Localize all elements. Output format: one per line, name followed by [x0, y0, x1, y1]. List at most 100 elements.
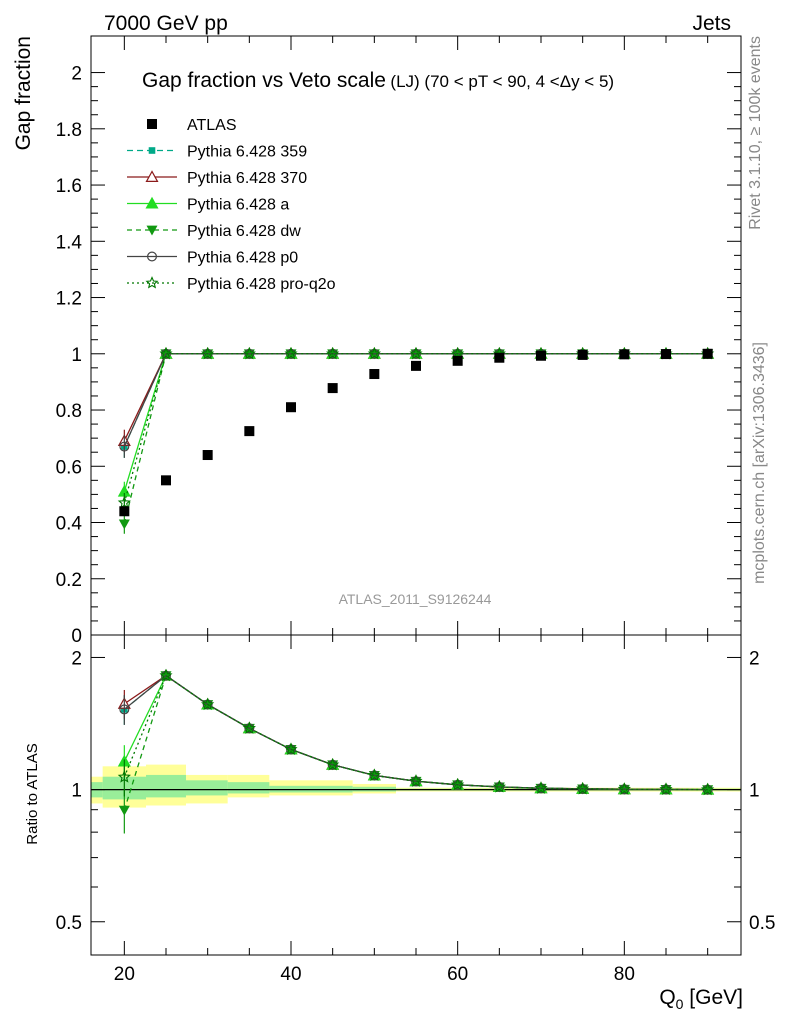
data-point	[577, 349, 588, 360]
ratio-point	[159, 668, 173, 682]
x-axis-label: Q0 [GeV]	[659, 986, 743, 1012]
data-point	[161, 475, 171, 486]
data-point	[452, 355, 463, 366]
legend-label: Pythia 6.428 a	[187, 197, 289, 214]
data-point	[536, 350, 546, 361]
ratio-tick-label-right: 1	[749, 781, 760, 802]
legend-label: ATLAS	[187, 117, 237, 134]
series-line	[123, 353, 708, 492]
data-point	[244, 426, 255, 437]
legend-marker	[147, 119, 157, 129]
ratio-band-green	[186, 780, 228, 796]
ratio-band-green	[227, 782, 270, 794]
y-tick-label: 0.4	[56, 514, 83, 535]
y-tick-label: 0	[71, 626, 82, 647]
ratio-y-axis-label: Ratio to ATLAS	[24, 743, 41, 844]
data-point	[411, 360, 421, 371]
data-point	[702, 348, 713, 359]
x-axis-label-sub: 0	[676, 996, 684, 1012]
ratio-line	[123, 674, 708, 791]
ratio-point	[534, 781, 548, 794]
ratio-tick-label-right: 2	[749, 648, 760, 669]
data-point	[494, 352, 505, 363]
data-point	[286, 402, 296, 413]
main-series	[117, 346, 715, 534]
y-tick-label: 1.6	[56, 176, 82, 197]
analysis-label: ATLAS_2011_S9126244	[339, 591, 492, 607]
ratio-point	[617, 782, 631, 795]
plot-title-small: (LJ) (70 < pT < 90, 4 <Δy < 5)	[390, 72, 614, 91]
ratio-point	[118, 805, 130, 816]
series-point	[367, 346, 381, 360]
ratio-point	[201, 697, 215, 711]
series-point	[118, 519, 130, 530]
ratio-point	[284, 742, 298, 756]
ratio-band-green	[146, 774, 186, 798]
y-tick-label: 2	[71, 64, 82, 85]
legend-marker	[148, 147, 156, 154]
ratio-point	[576, 781, 590, 795]
ratio-line	[123, 674, 708, 791]
ratio-line	[123, 674, 708, 791]
y-axis-label: Gap fraction	[12, 36, 35, 150]
data-point	[327, 383, 338, 394]
y-tick-label: 0.6	[56, 457, 82, 478]
x-tick-label: 40	[280, 964, 301, 985]
legend-marker	[145, 196, 159, 209]
ratio-line	[123, 674, 708, 791]
series-line	[123, 353, 708, 525]
ratio-y-axis: 0.5 0.5 1 1 2 2	[56, 648, 776, 933]
legend-marker	[146, 225, 158, 236]
ratio-point	[659, 782, 673, 796]
y-tick-label: 0.2	[56, 570, 82, 591]
series-point	[117, 495, 131, 509]
series-point	[119, 441, 130, 452]
y-tick-label: 0.8	[56, 401, 82, 422]
series-point	[409, 346, 423, 360]
side-label-bottom: mcplots.cern.ch [arXiv:1306.3436]	[751, 342, 768, 584]
legend-label: Pythia 6.428 p0	[187, 250, 298, 267]
ratio-tick-label-right: 0.5	[749, 913, 775, 934]
ratio-tick-label: 2	[71, 648, 82, 669]
x-tick-label: 80	[614, 964, 635, 985]
legend-label: Pythia 6.428 370	[187, 170, 307, 187]
series-point	[284, 346, 298, 360]
ratio-point	[242, 721, 256, 734]
main-y-axis: 0 0.2 0.4 0.6 0.8 1 1.2 1.4 1.6 1.8 2	[56, 64, 741, 647]
x-axis-label-unit: [GeV]	[683, 986, 743, 1009]
y-tick-label: 1	[71, 345, 82, 366]
series-line	[123, 353, 708, 503]
ratio-point	[117, 770, 131, 783]
y-tick-label: 1.8	[56, 120, 82, 141]
ratio-point	[409, 774, 423, 787]
legend: ATLAS Pythia 6.428 359 Pythia 6.428 370 Pyt…	[127, 117, 336, 293]
series-point	[326, 346, 340, 360]
ratio-point	[367, 768, 381, 781]
legend-label: Pythia 6.428 359	[187, 144, 307, 161]
ratio-tick-label: 0.5	[56, 913, 82, 934]
legend-marker	[145, 276, 159, 289]
data-point	[119, 506, 130, 517]
legend-label: Pythia 6.428 dw	[187, 223, 301, 240]
ratio-series	[91, 668, 741, 834]
x-tick-label: 20	[114, 964, 135, 985]
ratio-point	[701, 782, 715, 796]
x-tick-label: 60	[447, 964, 468, 985]
y-tick-label: 1.2	[56, 289, 82, 310]
ratio-point	[119, 704, 130, 715]
header-left: 7000 GeV pp	[104, 12, 228, 35]
y-tick-label: 1.4	[56, 232, 83, 253]
legend-label: Pythia 6.428 pro-q2o	[187, 276, 336, 293]
ratio-point	[492, 779, 506, 793]
series-point	[159, 346, 173, 360]
legend-marker	[145, 170, 159, 182]
x-axis: 20 40 60 80	[114, 36, 709, 985]
x-axis-label-q: Q	[659, 986, 675, 1009]
data-point	[202, 450, 213, 461]
series-point	[201, 346, 215, 360]
header-right: Jets	[692, 12, 731, 35]
data-point	[661, 349, 671, 360]
plot-title-main: Gap fraction vs Veto scale	[142, 69, 386, 92]
data-point	[619, 349, 630, 360]
